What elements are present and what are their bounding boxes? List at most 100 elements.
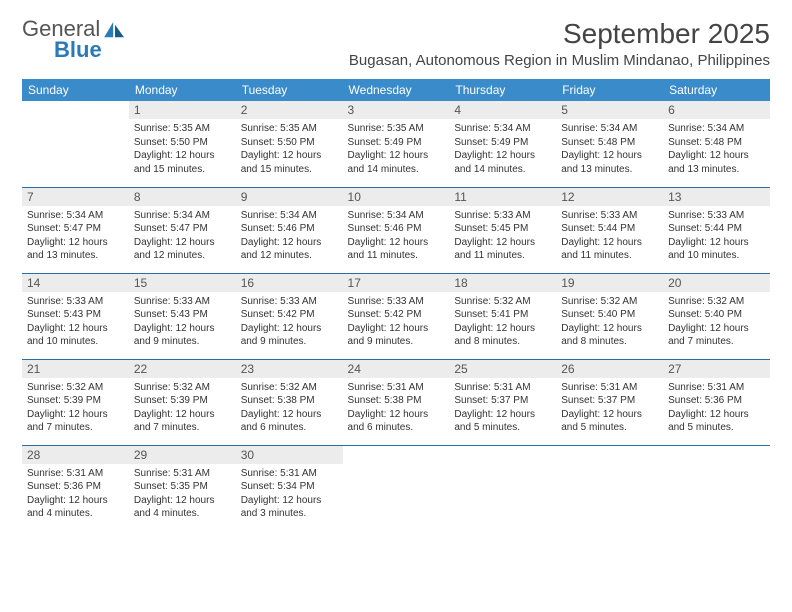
calendar-week-row: 21Sunrise: 5:32 AMSunset: 5:39 PMDayligh…	[22, 359, 770, 445]
day-number: 25	[449, 360, 556, 378]
logo: General Blue	[22, 18, 126, 61]
calendar-cell: 4Sunrise: 5:34 AMSunset: 5:49 PMDaylight…	[449, 101, 556, 187]
calendar-cell: 1Sunrise: 5:35 AMSunset: 5:50 PMDaylight…	[129, 101, 236, 187]
day-details: Sunrise: 5:31 AMSunset: 5:35 PMDaylight:…	[129, 464, 236, 526]
calendar-week-row: 1Sunrise: 5:35 AMSunset: 5:50 PMDaylight…	[22, 101, 770, 187]
weekday-header: Wednesday	[343, 79, 450, 101]
calendar-cell: 16Sunrise: 5:33 AMSunset: 5:42 PMDayligh…	[236, 273, 343, 359]
day-details: Sunrise: 5:31 AMSunset: 5:36 PMDaylight:…	[663, 378, 770, 440]
day-number: 4	[449, 101, 556, 119]
calendar-cell: 12Sunrise: 5:33 AMSunset: 5:44 PMDayligh…	[556, 187, 663, 273]
day-details: Sunrise: 5:32 AMSunset: 5:39 PMDaylight:…	[22, 378, 129, 440]
weekday-header: Friday	[556, 79, 663, 101]
weekday-header: Thursday	[449, 79, 556, 101]
logo-sail-icon	[104, 22, 126, 40]
day-details: Sunrise: 5:31 AMSunset: 5:37 PMDaylight:…	[556, 378, 663, 440]
day-number: 5	[556, 101, 663, 119]
calendar-cell: 11Sunrise: 5:33 AMSunset: 5:45 PMDayligh…	[449, 187, 556, 273]
day-details: Sunrise: 5:33 AMSunset: 5:42 PMDaylight:…	[343, 292, 450, 354]
day-number: 21	[22, 360, 129, 378]
calendar-cell: 21Sunrise: 5:32 AMSunset: 5:39 PMDayligh…	[22, 359, 129, 445]
calendar-cell	[449, 445, 556, 531]
calendar-cell	[22, 101, 129, 187]
calendar-cell: 29Sunrise: 5:31 AMSunset: 5:35 PMDayligh…	[129, 445, 236, 531]
calendar-cell	[663, 445, 770, 531]
day-details: Sunrise: 5:34 AMSunset: 5:48 PMDaylight:…	[663, 119, 770, 181]
day-details: Sunrise: 5:34 AMSunset: 5:47 PMDaylight:…	[129, 206, 236, 268]
day-details: Sunrise: 5:33 AMSunset: 5:44 PMDaylight:…	[556, 206, 663, 268]
day-number: 7	[22, 188, 129, 206]
calendar-cell: 25Sunrise: 5:31 AMSunset: 5:37 PMDayligh…	[449, 359, 556, 445]
day-number: 3	[343, 101, 450, 119]
day-number: 17	[343, 274, 450, 292]
calendar-cell: 13Sunrise: 5:33 AMSunset: 5:44 PMDayligh…	[663, 187, 770, 273]
calendar-cell: 30Sunrise: 5:31 AMSunset: 5:34 PMDayligh…	[236, 445, 343, 531]
day-details: Sunrise: 5:34 AMSunset: 5:47 PMDaylight:…	[22, 206, 129, 268]
weekday-header: Tuesday	[236, 79, 343, 101]
calendar-cell: 26Sunrise: 5:31 AMSunset: 5:37 PMDayligh…	[556, 359, 663, 445]
calendar-cell	[343, 445, 450, 531]
calendar-cell: 6Sunrise: 5:34 AMSunset: 5:48 PMDaylight…	[663, 101, 770, 187]
calendar-cell: 7Sunrise: 5:34 AMSunset: 5:47 PMDaylight…	[22, 187, 129, 273]
day-number: 24	[343, 360, 450, 378]
weekday-header-row: SundayMondayTuesdayWednesdayThursdayFrid…	[22, 79, 770, 101]
logo-word2: Blue	[54, 39, 102, 61]
day-number: 13	[663, 188, 770, 206]
day-number: 20	[663, 274, 770, 292]
day-number: 1	[129, 101, 236, 119]
calendar-cell: 9Sunrise: 5:34 AMSunset: 5:46 PMDaylight…	[236, 187, 343, 273]
logo-text-block: General Blue	[22, 18, 102, 61]
calendar-cell: 23Sunrise: 5:32 AMSunset: 5:38 PMDayligh…	[236, 359, 343, 445]
title-block: September 2025 Bugasan, Autonomous Regio…	[349, 18, 770, 69]
calendar-cell: 22Sunrise: 5:32 AMSunset: 5:39 PMDayligh…	[129, 359, 236, 445]
day-details: Sunrise: 5:34 AMSunset: 5:48 PMDaylight:…	[556, 119, 663, 181]
calendar-week-row: 28Sunrise: 5:31 AMSunset: 5:36 PMDayligh…	[22, 445, 770, 531]
day-number: 15	[129, 274, 236, 292]
day-number: 18	[449, 274, 556, 292]
day-number: 29	[129, 446, 236, 464]
day-details: Sunrise: 5:35 AMSunset: 5:49 PMDaylight:…	[343, 119, 450, 181]
month-title: September 2025	[349, 18, 770, 50]
day-details: Sunrise: 5:32 AMSunset: 5:39 PMDaylight:…	[129, 378, 236, 440]
calendar-cell: 19Sunrise: 5:32 AMSunset: 5:40 PMDayligh…	[556, 273, 663, 359]
day-details: Sunrise: 5:31 AMSunset: 5:38 PMDaylight:…	[343, 378, 450, 440]
calendar-cell: 18Sunrise: 5:32 AMSunset: 5:41 PMDayligh…	[449, 273, 556, 359]
day-number: 10	[343, 188, 450, 206]
day-details: Sunrise: 5:32 AMSunset: 5:40 PMDaylight:…	[663, 292, 770, 354]
day-number: 12	[556, 188, 663, 206]
day-details: Sunrise: 5:35 AMSunset: 5:50 PMDaylight:…	[129, 119, 236, 181]
calendar-cell: 3Sunrise: 5:35 AMSunset: 5:49 PMDaylight…	[343, 101, 450, 187]
day-details: Sunrise: 5:32 AMSunset: 5:38 PMDaylight:…	[236, 378, 343, 440]
day-number: 16	[236, 274, 343, 292]
day-details: Sunrise: 5:33 AMSunset: 5:45 PMDaylight:…	[449, 206, 556, 268]
calendar-cell: 14Sunrise: 5:33 AMSunset: 5:43 PMDayligh…	[22, 273, 129, 359]
day-number: 19	[556, 274, 663, 292]
location: Bugasan, Autonomous Region in Muslim Min…	[349, 52, 770, 69]
day-number: 2	[236, 101, 343, 119]
day-details: Sunrise: 5:32 AMSunset: 5:41 PMDaylight:…	[449, 292, 556, 354]
day-details: Sunrise: 5:33 AMSunset: 5:42 PMDaylight:…	[236, 292, 343, 354]
calendar-table: SundayMondayTuesdayWednesdayThursdayFrid…	[22, 79, 770, 531]
calendar-week-row: 7Sunrise: 5:34 AMSunset: 5:47 PMDaylight…	[22, 187, 770, 273]
day-details: Sunrise: 5:33 AMSunset: 5:43 PMDaylight:…	[22, 292, 129, 354]
calendar-cell: 2Sunrise: 5:35 AMSunset: 5:50 PMDaylight…	[236, 101, 343, 187]
day-details: Sunrise: 5:35 AMSunset: 5:50 PMDaylight:…	[236, 119, 343, 181]
weekday-header: Saturday	[663, 79, 770, 101]
day-details: Sunrise: 5:34 AMSunset: 5:49 PMDaylight:…	[449, 119, 556, 181]
day-details: Sunrise: 5:31 AMSunset: 5:34 PMDaylight:…	[236, 464, 343, 526]
header: General Blue September 2025 Bugasan, Aut…	[22, 18, 770, 69]
calendar-week-row: 14Sunrise: 5:33 AMSunset: 5:43 PMDayligh…	[22, 273, 770, 359]
day-details: Sunrise: 5:33 AMSunset: 5:44 PMDaylight:…	[663, 206, 770, 268]
day-number: 26	[556, 360, 663, 378]
calendar-cell: 20Sunrise: 5:32 AMSunset: 5:40 PMDayligh…	[663, 273, 770, 359]
day-details: Sunrise: 5:31 AMSunset: 5:37 PMDaylight:…	[449, 378, 556, 440]
day-number: 11	[449, 188, 556, 206]
calendar-cell: 17Sunrise: 5:33 AMSunset: 5:42 PMDayligh…	[343, 273, 450, 359]
day-number: 14	[22, 274, 129, 292]
day-details: Sunrise: 5:34 AMSunset: 5:46 PMDaylight:…	[236, 206, 343, 268]
day-details: Sunrise: 5:31 AMSunset: 5:36 PMDaylight:…	[22, 464, 129, 526]
day-number: 28	[22, 446, 129, 464]
day-number: 9	[236, 188, 343, 206]
calendar-cell: 8Sunrise: 5:34 AMSunset: 5:47 PMDaylight…	[129, 187, 236, 273]
calendar-cell: 5Sunrise: 5:34 AMSunset: 5:48 PMDaylight…	[556, 101, 663, 187]
